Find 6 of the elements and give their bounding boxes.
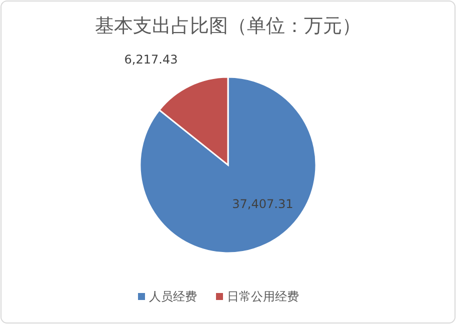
legend-label: 人员经费 (149, 289, 197, 304)
legend-label: 日常公用经费 (227, 289, 299, 304)
data-label: 37,407.31 (232, 197, 294, 212)
chart-title: 基本支出占比图（单位：万元） (95, 15, 361, 37)
pie-slice (139, 76, 317, 254)
data-label: 6,217.43 (124, 52, 178, 67)
